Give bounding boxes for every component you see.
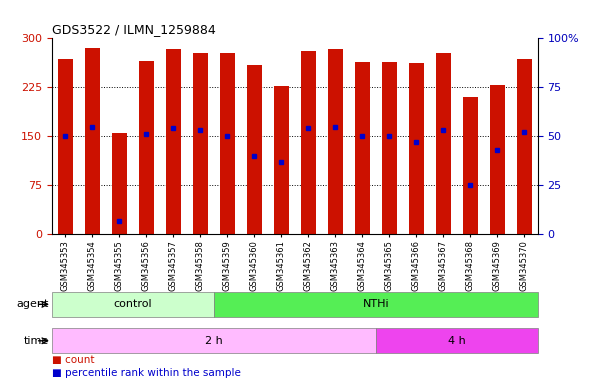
Bar bbox=[52, 328, 376, 353]
Bar bbox=[166, 50, 181, 234]
Bar bbox=[274, 86, 289, 234]
Text: 2 h: 2 h bbox=[205, 336, 223, 346]
Text: GDS3522 / ILMN_1259884: GDS3522 / ILMN_1259884 bbox=[52, 23, 216, 36]
Bar bbox=[85, 48, 100, 234]
Bar bbox=[490, 85, 505, 234]
Bar bbox=[220, 53, 235, 234]
Bar bbox=[214, 292, 538, 317]
Text: time: time bbox=[24, 336, 49, 346]
Bar bbox=[463, 97, 478, 234]
Bar bbox=[517, 59, 532, 234]
Bar bbox=[58, 59, 73, 234]
Text: agent: agent bbox=[16, 299, 49, 310]
Bar bbox=[382, 62, 397, 234]
Bar bbox=[112, 133, 127, 234]
Bar bbox=[355, 62, 370, 234]
Text: control: control bbox=[114, 299, 152, 310]
Bar bbox=[52, 292, 214, 317]
Bar bbox=[193, 53, 208, 234]
Text: 4 h: 4 h bbox=[448, 336, 466, 346]
Text: ■ count: ■ count bbox=[52, 355, 95, 365]
Bar bbox=[301, 51, 316, 234]
Text: NTHi: NTHi bbox=[362, 299, 389, 310]
Bar bbox=[409, 63, 423, 234]
Bar bbox=[376, 328, 538, 353]
Bar bbox=[328, 49, 343, 234]
Bar bbox=[247, 65, 262, 234]
Bar bbox=[139, 61, 154, 234]
Bar bbox=[436, 53, 451, 234]
Text: ■ percentile rank within the sample: ■ percentile rank within the sample bbox=[52, 368, 241, 378]
